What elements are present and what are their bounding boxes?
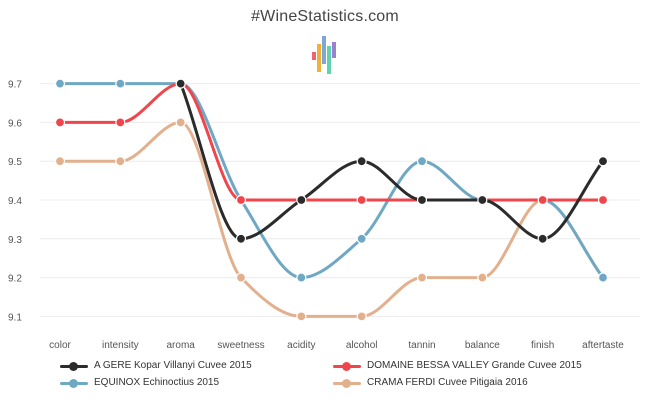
x-tick-label: acidity (287, 340, 315, 351)
data-point[interactable] (597, 194, 609, 206)
data-point[interactable] (115, 78, 126, 89)
series-1 (54, 78, 609, 206)
data-point[interactable] (356, 311, 367, 322)
data-point[interactable] (296, 272, 307, 283)
logo-bar (327, 46, 331, 74)
legend-swatch-icon (60, 361, 88, 371)
y-tick-label: 9.7 (8, 80, 22, 91)
x-tick-label: aroma (166, 340, 195, 351)
data-point[interactable] (356, 233, 367, 244)
series-3 (54, 117, 609, 322)
data-point[interactable] (477, 194, 488, 206)
page-title: #WineStatistics.com (251, 8, 399, 25)
legend-item[interactable]: EQUINOX Echinoctius 2015 (60, 377, 219, 388)
x-tick-label: balance (465, 340, 500, 351)
legend-label: A GERE Kopar Villanyi Cuvee 2015 (94, 360, 252, 371)
y-tick-label: 9.6 (8, 118, 22, 129)
x-tick-label: sweetness (217, 340, 264, 351)
logo-bar (322, 36, 326, 64)
data-point[interactable] (356, 194, 367, 206)
series-line (58, 82, 605, 202)
legend-swatch-icon (333, 361, 361, 371)
y-tick-label: 9.5 (8, 157, 22, 168)
legend-label: EQUINOX Echinoctius 2015 (94, 377, 220, 388)
data-point[interactable] (115, 156, 126, 167)
legend-swatch-icon (333, 378, 361, 388)
logo-bar (312, 52, 316, 60)
legend-item[interactable]: DOMAINE BESSA VALLEY Grande Cuvee 2015 (333, 360, 582, 371)
y-tick-label: 9.1 (8, 312, 22, 323)
y-tick-label: 9.2 (8, 274, 22, 285)
data-point[interactable] (416, 272, 428, 283)
series-2 (54, 78, 609, 283)
data-point[interactable] (54, 78, 66, 89)
x-tick-label: finish (531, 340, 554, 351)
data-point[interactable] (235, 272, 247, 283)
legend-swatch-icon (60, 378, 88, 388)
legend-item[interactable]: A GERE Kopar Villanyi Cuvee 2015 (60, 360, 252, 371)
data-point[interactable] (416, 156, 428, 167)
data-point[interactable] (235, 194, 247, 206)
data-point[interactable] (537, 194, 548, 206)
data-point[interactable] (296, 194, 307, 206)
legend-label: DOMAINE BESSA VALLEY Grande Cuvee 2015 (367, 360, 582, 371)
data-point[interactable] (54, 156, 66, 167)
y-tick-label: 9.4 (8, 196, 22, 207)
data-point[interactable] (175, 78, 186, 89)
data-point[interactable] (115, 117, 126, 128)
x-tick-label: tannin (408, 340, 435, 351)
data-point[interactable] (175, 117, 186, 128)
data-point[interactable] (235, 233, 247, 244)
x-tick-label: alcohol (346, 340, 378, 351)
data-point[interactable] (356, 156, 367, 167)
wine-bars-logo-icon (312, 36, 336, 74)
data-point[interactable] (477, 272, 488, 283)
x-tick-label: aftertaste (582, 340, 624, 351)
data-point[interactable] (296, 311, 307, 322)
y-tick-label: 9.3 (8, 235, 22, 246)
series-0 (175, 78, 609, 244)
series-line (58, 120, 605, 318)
data-point[interactable] (54, 117, 66, 128)
data-point[interactable] (597, 156, 609, 167)
logo-bar (317, 44, 321, 72)
x-tick-label: intensity (102, 340, 139, 351)
x-tick-label: color (49, 340, 71, 351)
data-point[interactable] (416, 194, 428, 206)
legend-item[interactable]: CRAMA FERDI Cuvee Pitigaia 2016 (333, 377, 528, 388)
data-point[interactable] (537, 233, 548, 244)
legend-label: CRAMA FERDI Cuvee Pitigaia 2016 (367, 377, 528, 388)
logo-bar (332, 42, 336, 58)
data-point[interactable] (597, 272, 609, 283)
